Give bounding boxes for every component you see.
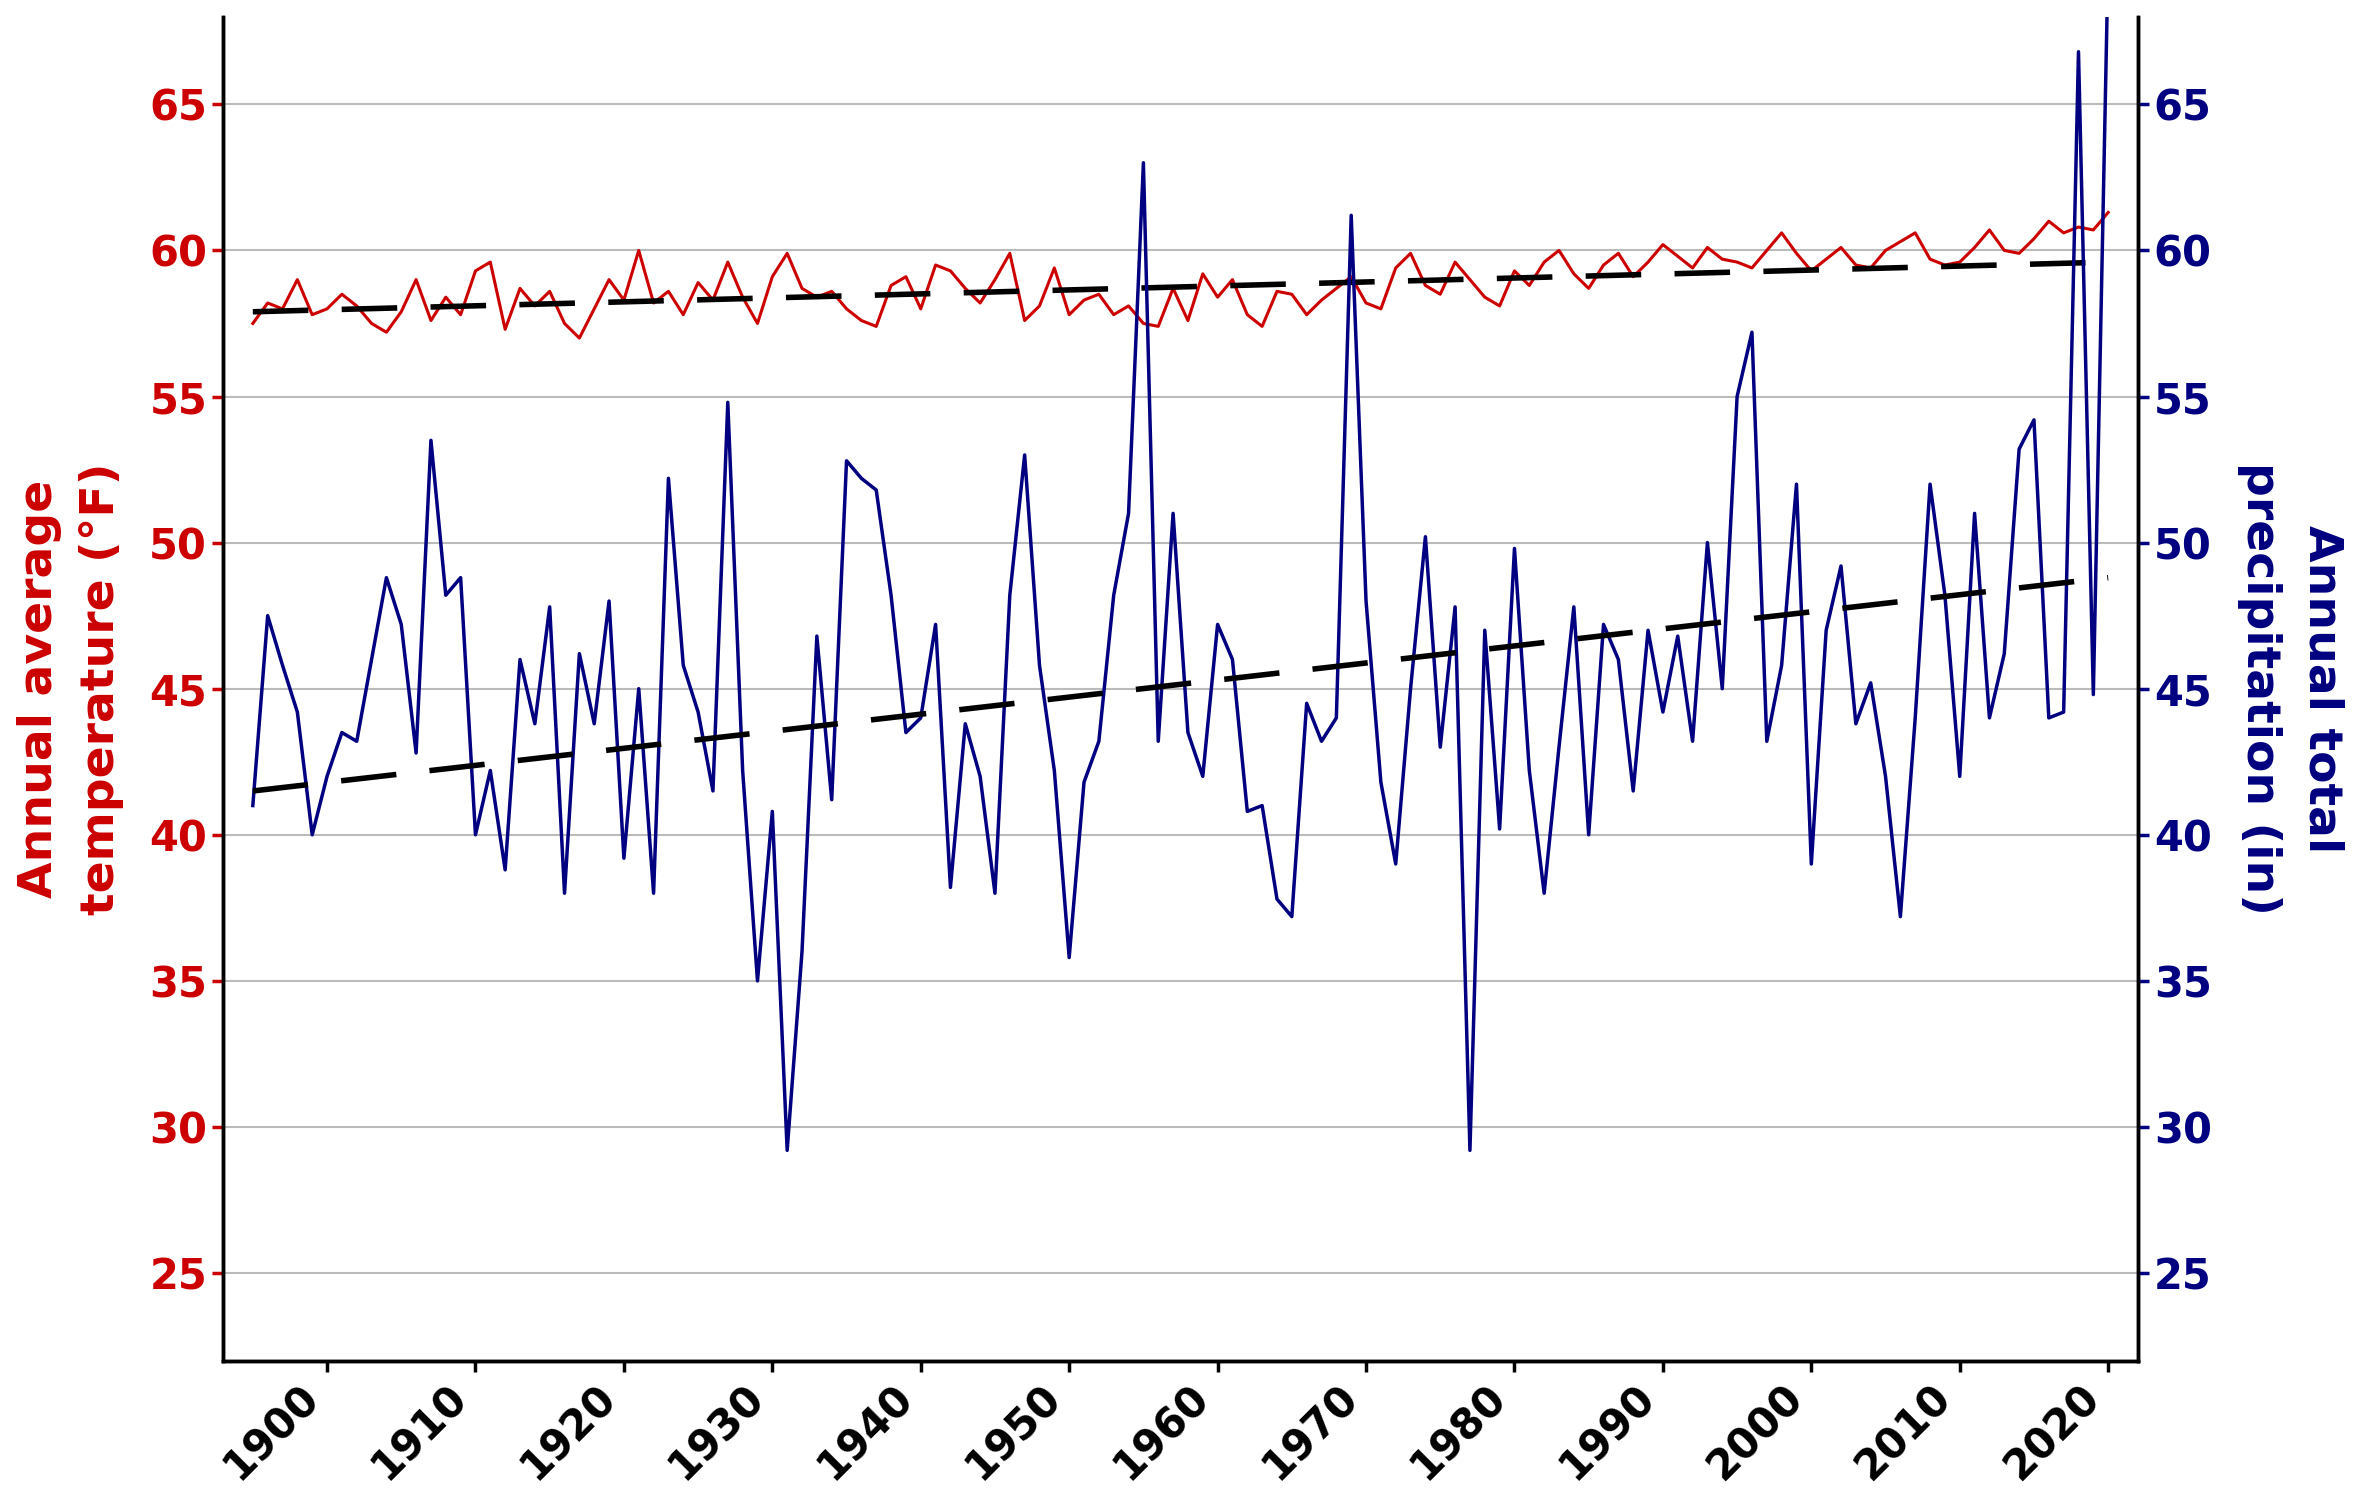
Y-axis label: Annual total
precipitation (in): Annual total precipitation (in) — [2236, 462, 2344, 915]
Y-axis label: Annual average
temperature (°F): Annual average temperature (°F) — [17, 462, 125, 915]
